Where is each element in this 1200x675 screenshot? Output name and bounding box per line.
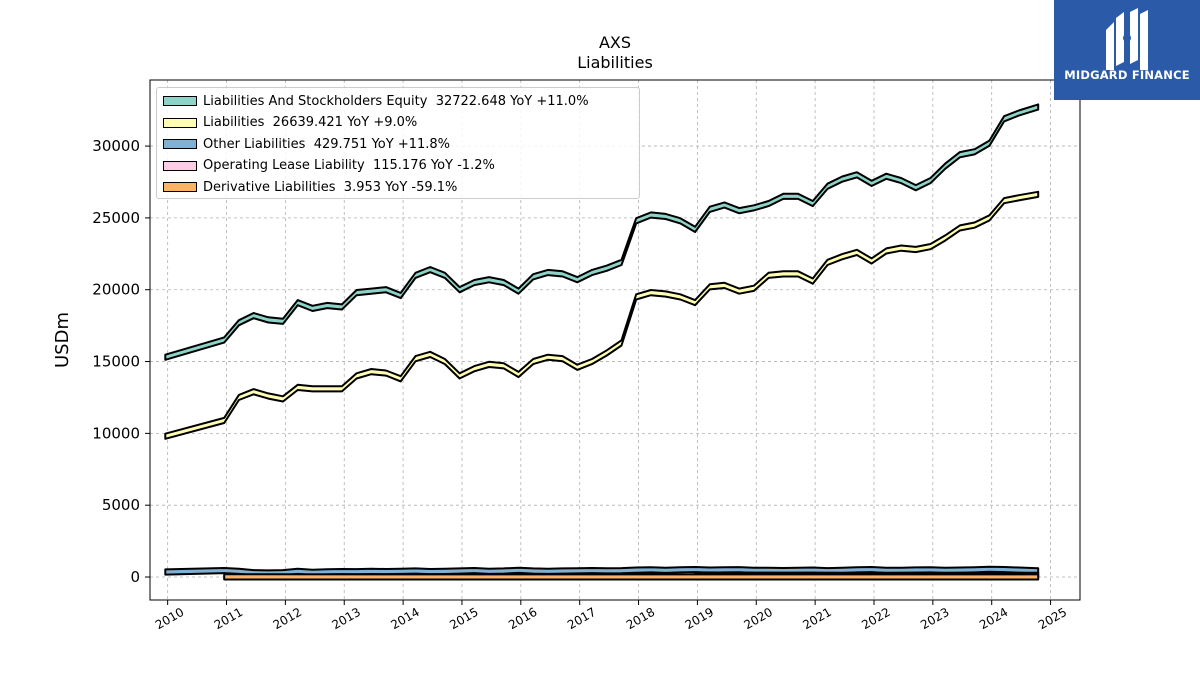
logo-mark-icon — [1106, 8, 1148, 70]
legend-swatch — [163, 139, 197, 149]
plot-frame — [149, 79, 1081, 601]
y-tick-label: 5000 — [102, 496, 140, 514]
legend-item: Derivative Liabilities 3.953 YoY -59.1% — [163, 178, 457, 196]
x-tick-label: 2013 — [330, 605, 363, 632]
legend: Liabilities And Stockholders Equity 3272… — [156, 87, 640, 199]
legend-swatch — [163, 160, 197, 171]
legend-item: Liabilities And Stockholders Equity 3272… — [163, 92, 589, 110]
x-tick-label: 2025 — [1036, 605, 1069, 632]
grid — [150, 80, 1080, 600]
legend-label: Operating Lease Liability 115.176 YoY -1… — [203, 158, 495, 173]
series-band — [223, 573, 1040, 581]
legend-swatch — [163, 117, 197, 128]
legend-item: Other Liabilities 429.751 YoY +11.8% — [163, 135, 450, 153]
x-tick-label: 2017 — [565, 605, 598, 632]
series-layer — [164, 103, 1040, 581]
legend-item: Liabilities 26639.421 YoY +9.0% — [163, 114, 417, 132]
x-tick-label: 2011 — [212, 605, 245, 632]
legend-label: Liabilities And Stockholders Equity 3272… — [203, 93, 589, 109]
chart-subtitle: Liabilities — [577, 53, 653, 72]
x-tick-label: 2010 — [153, 605, 186, 632]
series-liabilities-and-stockholders-equity — [164, 103, 1040, 361]
x-tick-label: 2014 — [388, 605, 421, 632]
legend-label: Derivative Liabilities 3.953 YoY -59.1% — [203, 179, 458, 195]
x-tick-label: 2012 — [271, 605, 304, 632]
chart-title: AXS — [598, 33, 632, 52]
legend-item: Operating Lease Liability 115.176 YoY -1… — [163, 157, 495, 175]
series-band — [164, 103, 1040, 361]
x-tick-label: 2023 — [918, 605, 951, 632]
legend-swatch — [163, 182, 197, 192]
y-axis-label: USDm — [52, 312, 73, 368]
axes: 0 5000 10000 15000 20000 25000 30000 2010 2011 20… — [52, 137, 1069, 632]
series-band — [164, 190, 1040, 440]
y-tick-label: 30000 — [92, 137, 140, 155]
legend-swatch — [163, 96, 197, 106]
x-tick-label: 2015 — [447, 605, 480, 632]
y-tick-label: 0 — [130, 568, 140, 586]
y-tick-label: 10000 — [92, 424, 140, 442]
legend-label: Other Liabilities 429.751 YoY +11.8% — [203, 136, 451, 152]
legend-label: Liabilities 26639.421 YoY +9.0% — [203, 115, 418, 130]
x-tick-label: 2021 — [800, 605, 833, 632]
y-tick-label: 20000 — [92, 281, 140, 299]
y-tick-label: 15000 — [92, 353, 140, 371]
x-tick-label: 2018 — [624, 605, 657, 632]
series-derivative-liabilities — [223, 573, 1040, 581]
y-tick-label: 25000 — [92, 209, 140, 227]
x-tick-label: 2019 — [683, 605, 716, 632]
x-tick-label: 2016 — [506, 605, 539, 632]
logo: MIDGARD FINANCE — [1054, 0, 1200, 100]
x-tick-label: 2020 — [742, 605, 775, 632]
logo-text: MIDGARD FINANCE — [1064, 68, 1190, 82]
x-tick-label: 2022 — [859, 605, 892, 632]
x-tick-label: 2024 — [977, 605, 1010, 632]
series-liabilities — [164, 190, 1040, 440]
